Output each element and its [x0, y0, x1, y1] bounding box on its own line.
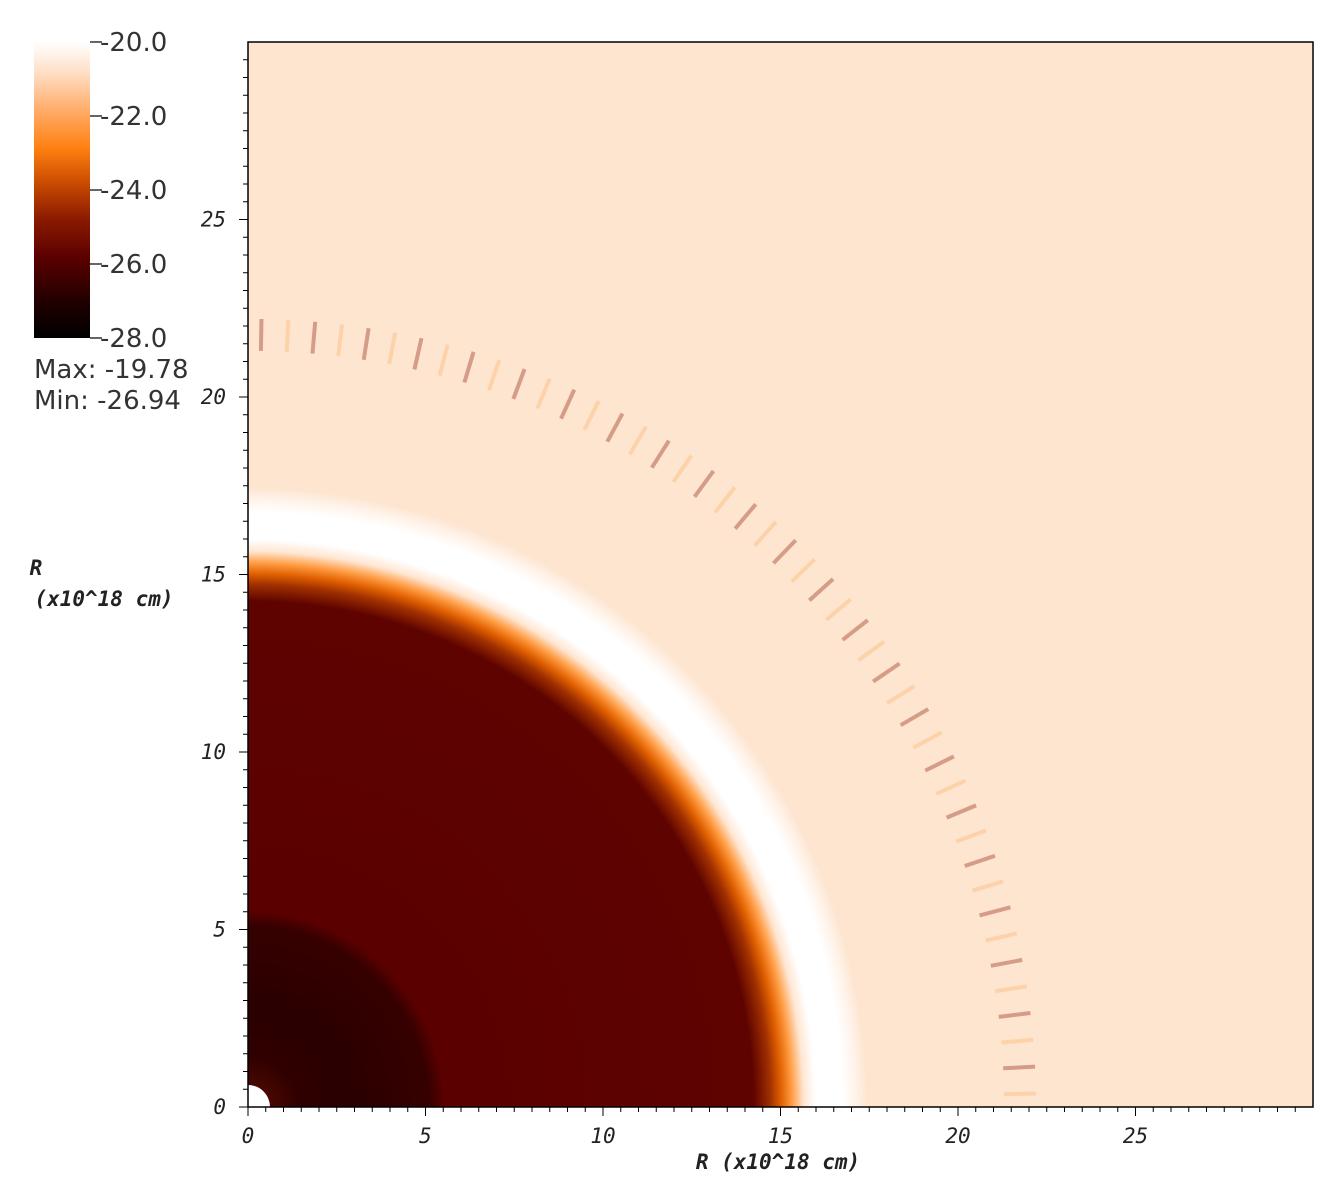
shell-ripple: [871, 661, 901, 684]
shell-ripple: [361, 327, 371, 361]
shell-ripple: [487, 359, 502, 391]
shell-ripple: [790, 557, 817, 583]
shell-ripple: [582, 400, 601, 431]
shell-ripple: [284, 319, 291, 352]
shell-ripple: [994, 984, 1028, 994]
shell-ripple: [808, 577, 835, 602]
shell-ripple: [650, 439, 671, 469]
x-axis: 0 5 10 15 20 25: [242, 1107, 1296, 1148]
shell-ripple: [258, 318, 264, 351]
shell-ripple: [437, 344, 450, 377]
x-tick-label: 20: [945, 1124, 970, 1148]
y-tick-label: 5: [213, 918, 226, 942]
shell-ripple: [1003, 1064, 1036, 1071]
shell-ripple: [535, 378, 552, 410]
x-tick-label: 25: [1123, 1124, 1148, 1148]
colorbar-tick-label: -28.0: [100, 324, 167, 354]
shell-ripple: [971, 879, 1004, 893]
shell-ripple: [387, 332, 398, 365]
x-tick-label: 5: [419, 1124, 432, 1148]
shell-ripple: [985, 931, 1018, 943]
y-axis-title-line1: R: [30, 556, 43, 580]
shell-ripple: [841, 618, 869, 642]
y-tick-label: 20: [201, 385, 226, 409]
plot-area: [248, 42, 1313, 1107]
shell-ripple: [753, 520, 778, 547]
shell-ripple: [899, 707, 930, 727]
shell-ripple: [825, 597, 853, 622]
y-axis-title-line2: (x10^18 cm): [34, 587, 173, 611]
shell-ripple: [935, 778, 967, 796]
central-source: [248, 1085, 270, 1107]
shell-ripple: [945, 803, 977, 820]
shell-ripple: [990, 957, 1023, 968]
shell-ripple: [336, 324, 344, 357]
colorbar-tick-label: -26.0: [100, 250, 167, 280]
shell-ripple: [628, 425, 648, 456]
shell-ripple: [713, 486, 737, 514]
shell-ripple: [964, 853, 996, 868]
colorbar-min-text: Min: -26.94: [34, 386, 181, 416]
shell-ripple: [559, 388, 577, 420]
colorbar-tick-label: -24.0: [100, 176, 167, 206]
colorbar-tick-label: -22.0: [100, 102, 167, 132]
y-tick-label: 15: [201, 563, 226, 587]
shell-ripple: [978, 905, 1011, 918]
x-tick-label: 0: [242, 1124, 255, 1148]
colorbar: -20.0 -22.0 -24.0 -26.0 -28.0 Max: -19.78 Mi…: [34, 28, 189, 416]
shell-ripple: [692, 469, 716, 498]
y-axis: 0 5 10 15 20 25: [201, 59, 248, 1119]
shell-ripple: [772, 538, 798, 565]
shell-ripple: [310, 321, 318, 354]
colorbar-gradient: [34, 42, 90, 338]
heatmap-field: [248, 42, 1313, 1107]
shell-ripple: [605, 412, 625, 443]
shell-ripple: [998, 1011, 1031, 1019]
y-tick-label: 0: [213, 1095, 226, 1119]
shell-ripple: [412, 337, 424, 370]
shell-ripple: [857, 639, 886, 663]
x-tick-label: 10: [590, 1124, 615, 1148]
shell-ripple: [733, 502, 758, 530]
shell-ripple: [511, 368, 527, 400]
shell-ripple: [955, 828, 987, 844]
shell-ripple: [1001, 1037, 1034, 1045]
x-axis-title: R (x10^18 cm): [696, 1150, 860, 1174]
colorbar-ticks: -20.0 -22.0 -24.0 -26.0 -28.0: [90, 28, 167, 354]
y-tick-label: 25: [201, 208, 226, 232]
shell-ripple: [886, 684, 916, 705]
x-tick-label: 15: [768, 1124, 793, 1148]
shell-ripple: [912, 730, 943, 750]
shell-ripple: [1004, 1091, 1037, 1097]
colorbar-max-text: Max: -19.78: [34, 355, 189, 385]
colorbar-tick-label: -20.0: [100, 28, 167, 58]
y-tick-label: 10: [201, 740, 226, 764]
shell-ripple: [671, 454, 694, 484]
shell-ripple: [924, 754, 955, 773]
shell-ripple: [462, 351, 476, 384]
shell-ripples: [258, 318, 1037, 1097]
